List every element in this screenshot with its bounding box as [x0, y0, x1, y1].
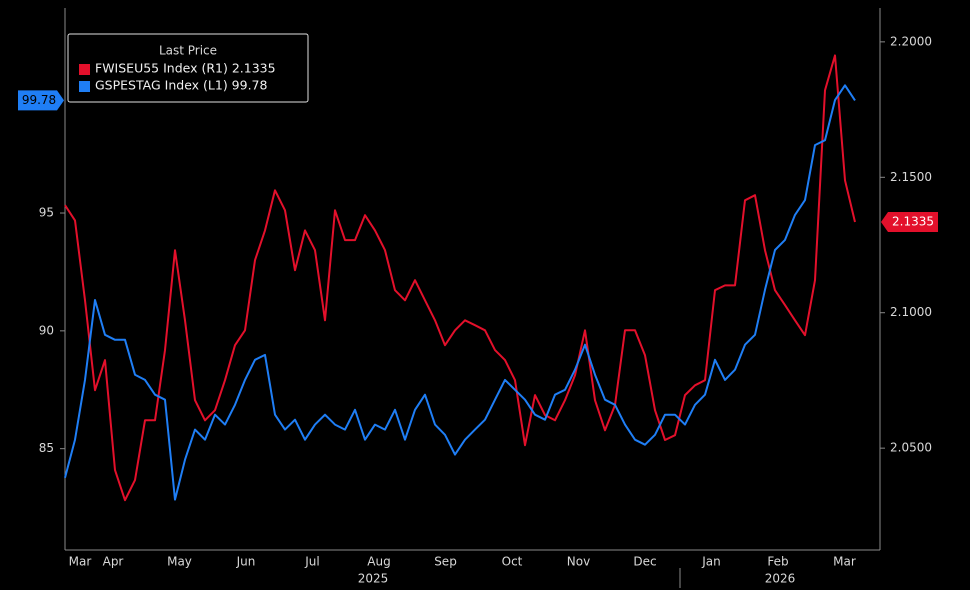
legend-label: GSPESTAG Index (L1) 99.78 — [95, 78, 268, 93]
y-tick-label: 95 — [39, 206, 54, 220]
x-tick-label: Jun — [236, 555, 256, 569]
series-line — [64, 54, 856, 502]
x-year-label: 2025 — [358, 572, 389, 586]
y2-tick-label: 2.2000 — [890, 34, 932, 48]
y-tick-label: 90 — [39, 323, 54, 337]
x-year-label: 2026 — [765, 572, 796, 586]
x-tick-label: Jul — [304, 555, 319, 569]
legend-swatch — [79, 81, 90, 92]
y-tick-label: 85 — [39, 441, 54, 455]
x-tick-label: Mar — [69, 555, 92, 569]
x-tick-label: Dec — [633, 555, 656, 569]
x-tick-label: Jan — [701, 555, 721, 569]
x-tick-label: Nov — [567, 555, 590, 569]
legend-title: Last Price — [159, 44, 217, 58]
last-value-label: 2.1335 — [892, 214, 934, 228]
last-value-flag — [881, 211, 938, 232]
x-tick-label: Oct — [502, 555, 523, 569]
x-tick-label: Apr — [103, 555, 124, 569]
legend-box — [67, 33, 309, 103]
y2-tick-label: 2.1000 — [890, 305, 932, 319]
x-tick-label: Sep — [434, 555, 457, 569]
last-value-label: 99.78 — [22, 93, 56, 107]
legend: Last Price FWISEU55 Index (R1) 2.1335 GSP… — [67, 33, 309, 103]
plot-lines — [64, 54, 856, 502]
series-line — [64, 84, 856, 501]
x-tick-label: Aug — [367, 555, 390, 569]
y2-tick-label: 2.1500 — [890, 170, 932, 184]
x-tick-label: Mar — [833, 555, 856, 569]
y2-tick-label: 2.0500 — [890, 441, 932, 455]
legend-label: FWISEU55 Index (R1) 2.1335 — [95, 61, 276, 76]
x-tick-label: May — [167, 555, 192, 569]
legend-swatch — [79, 64, 90, 75]
last-value-flag — [18, 90, 64, 111]
x-tick-label: Feb — [767, 555, 788, 569]
